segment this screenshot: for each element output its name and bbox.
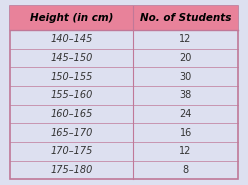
Text: 150–155: 150–155 — [50, 72, 93, 82]
Text: 20: 20 — [179, 53, 192, 63]
Text: Height (in cm): Height (in cm) — [30, 13, 113, 23]
Text: 38: 38 — [180, 90, 192, 100]
Text: 140–145: 140–145 — [50, 34, 93, 44]
Text: 30: 30 — [180, 72, 192, 82]
Text: 175–180: 175–180 — [50, 165, 93, 175]
Text: 12: 12 — [179, 34, 192, 44]
Text: No. of Students: No. of Students — [140, 13, 231, 23]
Text: 155–160: 155–160 — [50, 90, 93, 100]
Text: 24: 24 — [179, 109, 192, 119]
Text: 160–165: 160–165 — [50, 109, 93, 119]
Text: 8: 8 — [183, 165, 189, 175]
FancyBboxPatch shape — [10, 6, 238, 30]
FancyBboxPatch shape — [10, 6, 238, 179]
Text: 16: 16 — [180, 128, 192, 138]
Text: 145–150: 145–150 — [50, 53, 93, 63]
Text: 165–170: 165–170 — [50, 128, 93, 138]
Text: 170–175: 170–175 — [50, 146, 93, 156]
Text: 12: 12 — [179, 146, 192, 156]
